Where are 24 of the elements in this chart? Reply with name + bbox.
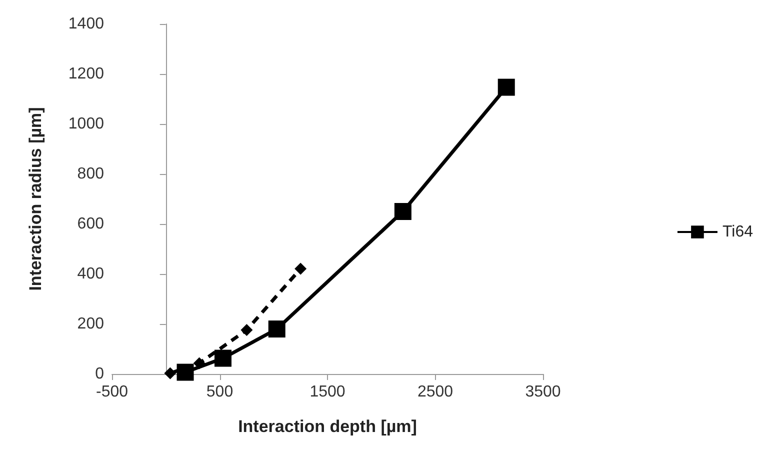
x-tick-label: 3500 [525, 384, 561, 400]
legend-label: Ti64 [722, 224, 754, 240]
x-tick-label: 2500 [417, 384, 454, 400]
point [394, 203, 412, 220]
x-tick-label: 500 [206, 384, 234, 400]
point [240, 324, 253, 336]
y-tick-label: 800 [77, 166, 104, 182]
y-axis-title: Interaction radius [µm] [26, 107, 45, 291]
x-tick-label: 1500 [310, 384, 346, 400]
y-tick-label: 1000 [68, 116, 104, 132]
point [164, 367, 176, 380]
point [268, 320, 286, 338]
point [294, 262, 307, 275]
y-tick-label: 400 [77, 266, 104, 282]
point [498, 78, 515, 96]
x-axis-title: Interaction depth [µm] [238, 417, 417, 436]
y-tick-label: 200 [77, 316, 104, 332]
y-tick-label: 1200 [68, 66, 104, 82]
point [176, 364, 194, 381]
point [214, 350, 232, 367]
x-tick-label: -500 [96, 384, 128, 400]
y-tick-label: 600 [77, 216, 104, 232]
y-tick-label: 1400 [68, 16, 104, 32]
y-tick-label: 0 [95, 366, 104, 382]
